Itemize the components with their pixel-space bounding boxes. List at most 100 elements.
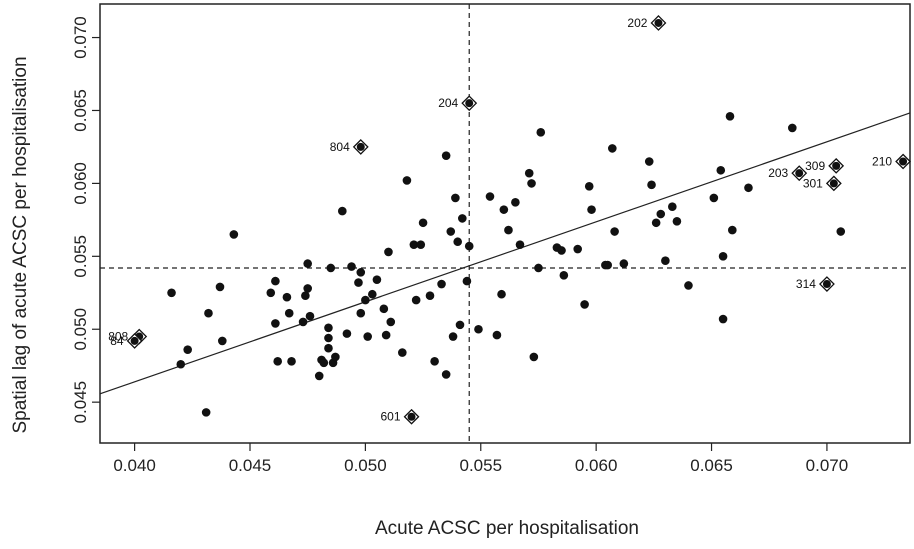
data-point [271, 276, 280, 286]
data-point [474, 324, 483, 334]
data-point [557, 246, 566, 255]
data-point [183, 345, 192, 354]
data-point [441, 370, 451, 379]
data-point [284, 308, 294, 318]
data-point [462, 276, 472, 286]
data-point [788, 123, 797, 133]
data-point [324, 343, 333, 353]
y-tick-label: 0.045 [71, 381, 90, 424]
x-tick-label: 0.050 [344, 456, 387, 475]
data-point [718, 314, 728, 324]
y-tick-label: 0.070 [71, 16, 90, 59]
data-point [836, 227, 846, 236]
y-axis-title: Spatial lag of acute ACSC per hospitalis… [10, 56, 31, 433]
data-point [524, 168, 534, 178]
point-label: 203 [768, 166, 788, 180]
labeled-point [795, 169, 804, 178]
labeled-point [407, 412, 416, 421]
point-label: 314 [796, 277, 816, 291]
labeled-point [465, 99, 474, 108]
data-point [266, 288, 276, 298]
labeled-point [822, 280, 831, 289]
data-point [368, 289, 377, 299]
data-point [338, 206, 347, 216]
data-point [504, 225, 513, 235]
data-point [458, 214, 467, 223]
labeled-point [899, 157, 908, 166]
data-point [728, 225, 737, 235]
data-point [430, 357, 439, 366]
data-point [455, 320, 465, 330]
data-point [559, 270, 569, 280]
data-point [409, 240, 419, 249]
data-point [416, 240, 426, 249]
x-axis-title: Acute ACSC per hospitalisation [375, 518, 639, 539]
x-tick-label: 0.060 [575, 456, 618, 475]
point-label: 210 [872, 155, 892, 169]
point-label: 804 [330, 140, 350, 154]
labeled-point [356, 142, 365, 151]
data-point [716, 165, 726, 175]
data-point [287, 357, 296, 366]
data-point [684, 281, 693, 290]
data-point [331, 352, 340, 362]
y-tick-label: 0.065 [71, 89, 90, 132]
labeled-point [130, 336, 139, 345]
data-point [515, 240, 525, 249]
data-point [356, 268, 366, 277]
data-point [384, 247, 393, 257]
data-point [363, 332, 372, 341]
labeled-point [829, 179, 838, 188]
data-point [314, 371, 324, 381]
data-point [418, 218, 428, 228]
data-point [319, 358, 329, 368]
data-point [271, 319, 280, 328]
data-point [651, 218, 661, 228]
data-point [201, 408, 211, 417]
point-label: 301 [803, 176, 823, 190]
data-point [381, 330, 391, 340]
data-point [485, 192, 495, 201]
data-point [744, 183, 753, 193]
data-point [303, 284, 312, 293]
data-point [437, 279, 446, 289]
data-point [497, 289, 506, 299]
x-tick-label: 0.065 [690, 456, 733, 475]
data-point [303, 259, 312, 268]
point-label: 309 [805, 159, 825, 173]
data-point [619, 259, 629, 268]
data-point [398, 348, 407, 357]
data-point [361, 295, 370, 305]
data-point [441, 151, 451, 160]
data-point [324, 333, 333, 343]
regression-line [99, 112, 911, 395]
x-tick-label: 0.070 [806, 456, 849, 475]
x-tick-label: 0.055 [459, 456, 502, 475]
data-point [725, 112, 735, 121]
data-point [587, 205, 596, 214]
data-point [298, 317, 308, 327]
y-tick-label: 0.060 [71, 162, 90, 205]
data-point [305, 311, 315, 321]
data-point [534, 263, 543, 273]
data-point [176, 359, 186, 369]
data-point [610, 227, 619, 236]
data-point [342, 329, 352, 338]
data-point [273, 357, 282, 366]
point-label: 204 [438, 96, 458, 110]
data-point [411, 295, 421, 305]
data-point [372, 275, 382, 284]
data-point [672, 217, 682, 226]
point-label: 84 [110, 334, 124, 348]
data-point [573, 244, 582, 254]
data-point [584, 182, 594, 191]
data-point [536, 128, 546, 137]
data-point [527, 179, 536, 188]
point-label: 202 [627, 16, 647, 30]
data-point [326, 263, 336, 273]
data-point [448, 332, 458, 341]
data-point [492, 330, 502, 340]
data-point [499, 205, 509, 214]
y-tick-label: 0.055 [71, 235, 90, 278]
